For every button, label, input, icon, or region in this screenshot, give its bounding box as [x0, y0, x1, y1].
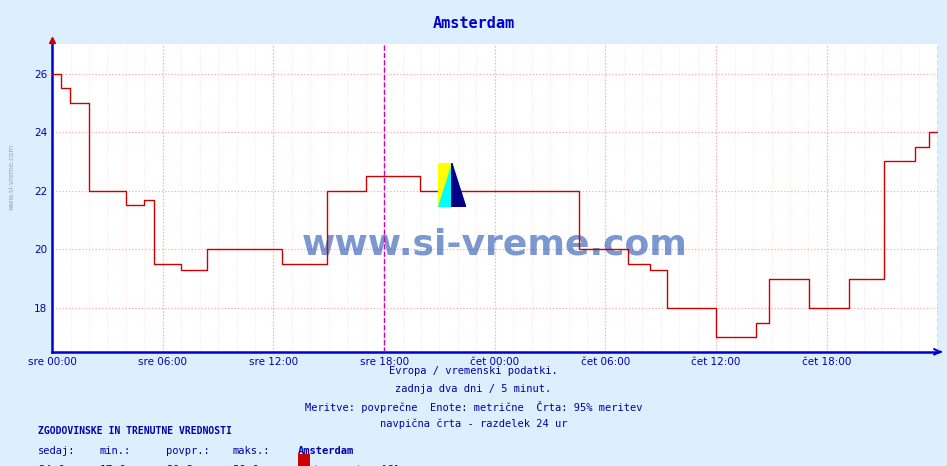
- Text: 26,0: 26,0: [232, 465, 259, 466]
- Text: 20,8: 20,8: [166, 465, 193, 466]
- Text: sedaj:: sedaj:: [38, 446, 76, 456]
- Text: ZGODOVINSKE IN TRENUTNE VREDNOSTI: ZGODOVINSKE IN TRENUTNE VREDNOSTI: [38, 426, 232, 436]
- Bar: [438, 163, 452, 207]
- Text: maks.:: maks.:: [232, 446, 270, 456]
- Text: Amsterdam: Amsterdam: [433, 16, 514, 31]
- Text: www.si-vreme.com: www.si-vreme.com: [302, 227, 688, 261]
- Text: 24,0: 24,0: [38, 465, 65, 466]
- Polygon shape: [452, 163, 466, 207]
- Text: Evropa / vremenski podatki.: Evropa / vremenski podatki.: [389, 366, 558, 376]
- Text: Meritve: povprečne  Enote: metrične  Črta: 95% meritev: Meritve: povprečne Enote: metrične Črta:…: [305, 401, 642, 413]
- Text: navpična črta - razdelek 24 ur: navpična črta - razdelek 24 ur: [380, 419, 567, 430]
- Text: zadnja dva dni / 5 minut.: zadnja dva dni / 5 minut.: [396, 384, 551, 393]
- Text: www.si-vreme.com: www.si-vreme.com: [9, 144, 14, 210]
- Text: Amsterdam: Amsterdam: [298, 446, 354, 456]
- Polygon shape: [438, 163, 452, 207]
- Text: temperatura[C]: temperatura[C]: [313, 465, 400, 466]
- Text: povpr.:: povpr.:: [166, 446, 209, 456]
- Text: 17,0: 17,0: [99, 465, 127, 466]
- Text: min.:: min.:: [99, 446, 131, 456]
